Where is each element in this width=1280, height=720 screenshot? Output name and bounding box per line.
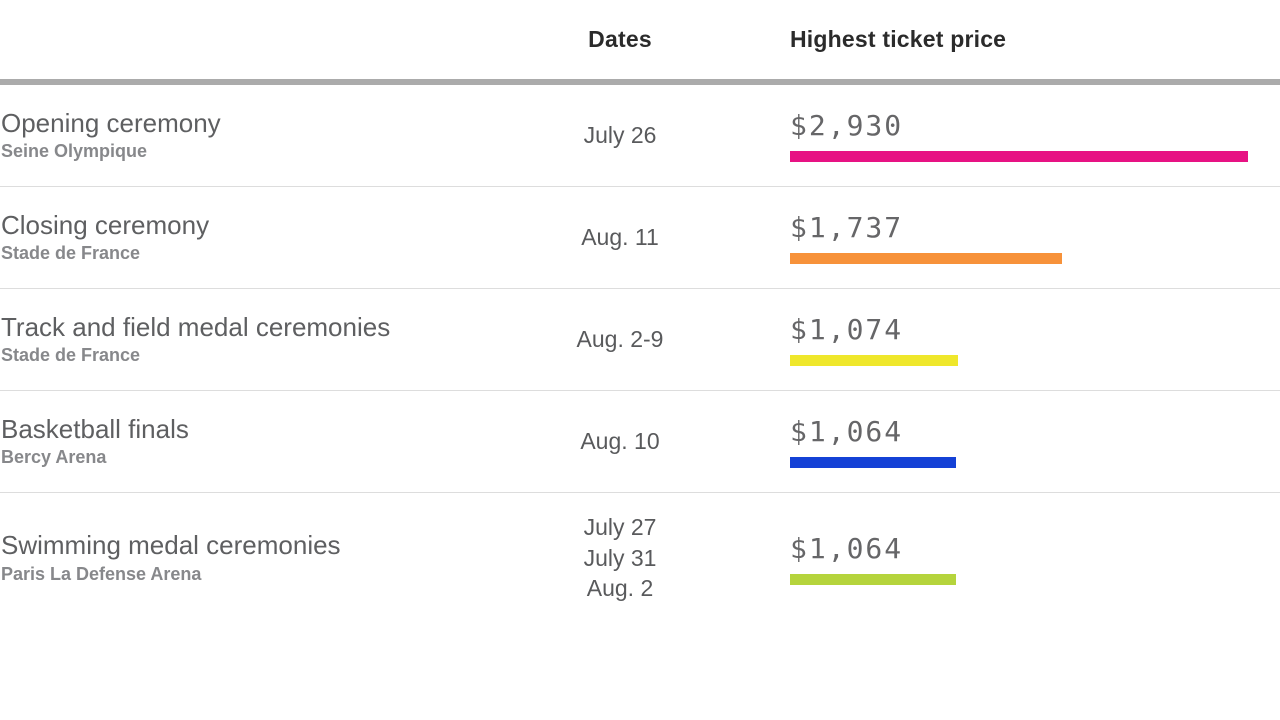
event-dates: Aug. 10 [580, 428, 660, 455]
event-venue: Stade de France [1, 345, 141, 366]
event-title: Track and field medal ceremonies [1, 311, 391, 342]
table-row: Swimming medal ceremonies Paris La Defen… [0, 493, 1280, 623]
price-bar-track [790, 573, 1248, 585]
price-label: $1,737 [790, 211, 904, 244]
event-venue: Paris La Defense Arena [1, 563, 202, 584]
event-dates: July 26 [583, 122, 657, 149]
event-venue: Bercy Arena [1, 447, 107, 468]
price-bar [790, 253, 1062, 264]
header-rule [0, 79, 1280, 85]
event-title: Basketball finals [1, 413, 189, 444]
ticket-price-table: Dates Highest ticket price Opening cerem… [0, 0, 1280, 623]
price-bar [790, 151, 1248, 162]
event-title: Opening ceremony [1, 107, 221, 138]
event-dates: Aug. 2-9 [576, 326, 664, 353]
table-row: Closing ceremony Stade de France Aug. 11… [0, 187, 1280, 289]
event-title: Closing ceremony [1, 209, 210, 240]
price-bar [790, 457, 957, 468]
header-dates: Dates [588, 26, 652, 52]
price-bar-track [790, 457, 1248, 468]
table-row: Track and field medal ceremonies Stade d… [0, 289, 1280, 391]
event-dates: July 27 July 31 Aug. 2 [583, 514, 657, 602]
price-bar-track [790, 253, 1248, 264]
event-venue: Stade de France [1, 243, 141, 264]
event-title: Swimming medal ceremonies [1, 530, 341, 561]
price-bar-track [790, 355, 1248, 366]
table-row: Opening ceremony Seine Olympique July 26… [0, 85, 1280, 187]
table-row: Basketball finals Bercy Arena Aug. 10 $1… [0, 391, 1280, 493]
event-venue: Seine Olympique [1, 141, 148, 162]
price-label: $1,074 [790, 313, 904, 346]
price-label: $1,064 [790, 415, 904, 448]
header-price: Highest ticket price [790, 26, 1007, 52]
price-label: $1,064 [790, 531, 904, 565]
price-bar-track [790, 151, 1248, 162]
price-bar [790, 355, 958, 366]
price-label: $2,930 [790, 109, 904, 142]
table-header: Dates Highest ticket price [0, 0, 1280, 79]
price-bar [790, 573, 957, 585]
event-dates: Aug. 11 [581, 224, 659, 251]
